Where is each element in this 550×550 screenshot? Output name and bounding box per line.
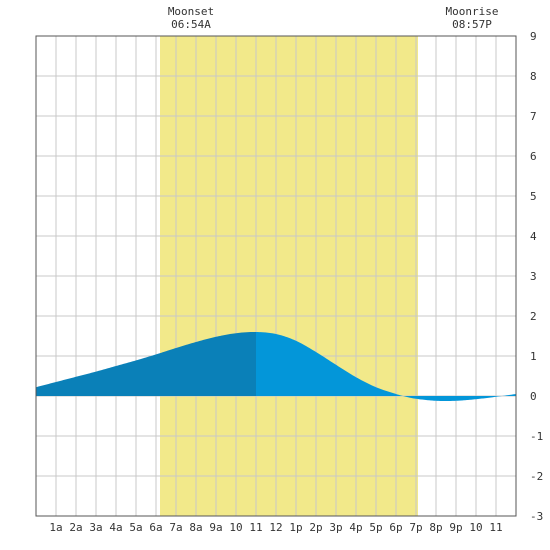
y-tick-label: 4 [530, 230, 537, 243]
tide-area-rising [36, 331, 256, 396]
x-tick-label: 11 [489, 521, 502, 534]
x-tick-label: 1a [49, 521, 62, 534]
x-tick-label: 3p [329, 521, 342, 534]
y-tick-label: -2 [530, 470, 543, 483]
x-tick-label: 7a [169, 521, 182, 534]
x-tick-label: 4p [349, 521, 362, 534]
x-tick-label: 10 [229, 521, 242, 534]
x-tick-label: 8p [429, 521, 442, 534]
x-tick-label: 9a [209, 521, 222, 534]
y-tick-label: 7 [530, 110, 537, 123]
x-axis-tick-labels: 1a 2a 3a 4a 5a 6a 7a 8a 9a 10 11 12 1p 2p 3p 4p 5p 6p 7p 8p… [49, 521, 502, 534]
y-axis-tick-labels: -3 -2 -1 0 1 2 3 4 5 6 7 8 9 [530, 30, 543, 523]
tide-area-falling [256, 332, 516, 402]
plot-frame [35, 35, 517, 517]
x-tick-label: 8a [189, 521, 202, 534]
x-tick-label: 9p [449, 521, 462, 534]
y-tick-label: 5 [530, 190, 537, 203]
y-tick-label: -1 [530, 430, 543, 443]
moonrise-time: 08:57P [452, 18, 492, 31]
x-tick-label: 1p [289, 521, 302, 534]
x-tick-label: 6p [389, 521, 402, 534]
x-tick-label: 2a [69, 521, 82, 534]
x-tick-label: 5p [369, 521, 382, 534]
y-tick-label: 6 [530, 150, 537, 163]
moonrise-label: Moonrise [446, 5, 499, 18]
y-tick-label: 1 [530, 350, 537, 363]
y-tick-label: 0 [530, 390, 537, 403]
x-tick-label: 12 [269, 521, 282, 534]
y-tick-label: 8 [530, 70, 537, 83]
moonset-label: Moonset [168, 5, 214, 18]
x-tick-label: 11 [249, 521, 262, 534]
x-tick-label: 7p [409, 521, 422, 534]
grid-lines [36, 36, 516, 516]
x-tick-label: 5a [129, 521, 142, 534]
x-tick-label: 3a [89, 521, 102, 534]
y-tick-label: -3 [530, 510, 543, 523]
y-tick-label: 3 [530, 270, 537, 283]
moonset-time: 06:54A [171, 18, 211, 31]
x-tick-label: 6a [149, 521, 162, 534]
x-tick-label: 2p [309, 521, 322, 534]
x-tick-label: 4a [109, 521, 122, 534]
y-tick-label: 2 [530, 310, 537, 323]
x-tick-label: 10 [469, 521, 482, 534]
y-tick-label: 9 [530, 30, 537, 43]
